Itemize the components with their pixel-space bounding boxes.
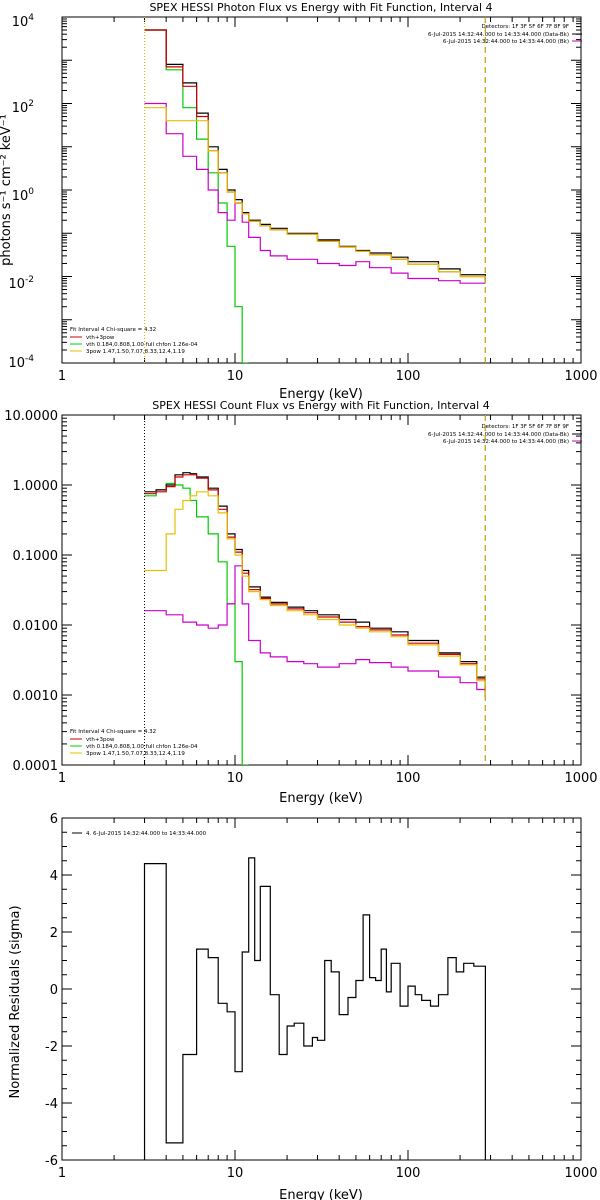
series-line [143,857,487,1160]
series-line [144,474,486,695]
plot-frame [61,414,582,766]
series-line [144,102,486,284]
count-flux-panel: SPEX HESSI Count Flux vs Energy with Fit… [70,399,582,806]
series-line [144,107,486,282]
y-tick-labels-2: -6 -4 -2 0 2 4 6 [45,812,58,1169]
series-line [144,565,486,699]
series-line [144,29,486,281]
y-tick-label: 104 [12,13,35,30]
series-line [144,472,486,695]
y-tick-label: 10-4 [8,354,34,371]
photon-flux-ylabel: photons s⁻¹ cm⁻² keV⁻¹ [0,114,14,266]
count-flux-title: SPEX HESSI Count Flux vs Energy with Fit… [152,399,489,412]
legend-entry: 6-Jul-2015 14:32:44.000 to 14:33:44.000 … [428,32,569,38]
y-tick-label: 0.0100 [13,619,59,634]
residuals-xlabel: Energy (keV) [279,1188,363,1200]
y-tick-label: 2 [50,926,58,941]
y-tick-label: 10.0000 [4,409,58,424]
residuals-ylabel: Normalized Residuals (sigma) [8,905,23,1098]
photon-flux-legend-top: Detectors: 1F 3F 5F 6F 7F 8F 9F 6-Jul-20… [428,24,582,45]
legend-entry: vth+3pow [86,335,115,341]
y-tick-label: 0.0010 [13,689,59,704]
legend-entry: 3pow 1.47,1.50,7.07,8.33,12.4,1.19 [86,751,185,757]
legend-entry: vth 0.184,0.808,1.00 full chfon 1.26e-04 [86,744,198,750]
legend-header: Fit Interval 4 Chi-square = 4.32 [70,729,156,735]
y-tick-label: 0.1000 [13,549,59,564]
series-group-1 [144,415,486,765]
legend-entry: vth 0.184,0.808,1.00 full chfon 1.26e-04 [86,342,198,348]
photon-flux-legend-bottom: Fit Interval 4 Chi-square = 4.32 vth+3po… [70,327,198,355]
y-tick-label: 4 [50,869,58,884]
count-flux-legend-bottom: Fit Interval 4 Chi-square = 4.32 vth+3po… [70,729,198,757]
y-tick-label: 1.0000 [13,479,59,494]
x-tick-label: 1 [58,771,66,786]
legend-entry: vth+3pow [86,737,115,743]
x-tick-label: 100 [396,771,421,786]
x-tick-label: 1 [58,1166,66,1181]
legend-header: Detectors: 1F 3F 5F 6F 7F 8F 9F [481,424,569,430]
x-tick-label: 10 [227,771,244,786]
legend-entry: 3pow 1.47,1.50,7.07,8.33,12.4,1.19 [86,349,185,355]
axes-1: 1 10 100 1000 [58,414,598,786]
legend-header: Fit Interval 4 Chi-square = 4.32 [70,327,156,333]
plot-frame [61,817,582,1161]
legend-entry: 6-Jul-2015 14:32:44.000 to 14:33:44.000 … [443,439,569,445]
photon-flux-y-tick-labels: 10-4 10-2 100 102 104 [8,13,34,371]
axes-0: 1 10 100 1000 [58,16,598,384]
residuals-panel: Energy (keV) Normalized Residuals (sigma… [8,831,363,1200]
x-tick-label: 1000 [564,771,597,786]
legend-header: Detectors: 1F 3F 5F 6F 7F 8F 9F [481,24,569,30]
x-tick-label: 1000 [564,1166,597,1181]
y-tick-label: 0.0001 [13,759,59,774]
legend-entry: 4. 6-Jul-2015 14:32:44.000 to 14:33:44.0… [86,831,207,837]
y-tick-label: 6 [50,812,58,827]
series-group-0 [144,17,486,363]
photon-flux-xlabel: Energy (keV) [279,387,363,402]
count-flux-legend-top: Detectors: 1F 3F 5F 6F 7F 8F 9F 6-Jul-20… [428,424,582,445]
count-flux-xlabel: Energy (keV) [279,791,363,806]
y-tick-label: -4 [45,1097,58,1112]
y-tick-label: 0 [50,983,58,998]
y-tick-label: 100 [12,187,35,204]
y-tick-label: -2 [45,1040,58,1055]
x-tick-label: 10 [227,369,244,384]
x-tick-label: 1 [58,369,66,384]
series-line [144,491,486,699]
series-line [144,29,249,363]
x-tick-label: 100 [396,369,421,384]
photon-flux-panel: SPEX HESSI Photon Flux vs Energy with Fi… [0,1,582,402]
legend-entry: 6-Jul-2015 14:32:44.000 to 14:33:44.000 … [428,432,569,438]
y-tick-label: 102 [12,99,34,116]
x-tick-label: 1000 [564,369,597,384]
legend-entry: 6-Jul-2015 14:32:44.000 to 14:33:44.000 … [443,39,569,45]
y-tick-label: -6 [45,1154,58,1169]
x-tick-label: 10 [227,1166,244,1181]
x-tick-label: 100 [396,1166,421,1181]
plot-frame [61,16,582,364]
y-tick-label: 10-2 [8,275,34,292]
series-group-2 [143,857,487,1160]
y-tick-labels-1: 0.0001 0.0010 0.0100 0.1000 1.0000 10.0000 [4,409,58,774]
photon-flux-title: SPEX HESSI Photon Flux vs Energy with Fi… [149,1,492,14]
axes-2: 1 10 100 1000 [58,817,598,1181]
